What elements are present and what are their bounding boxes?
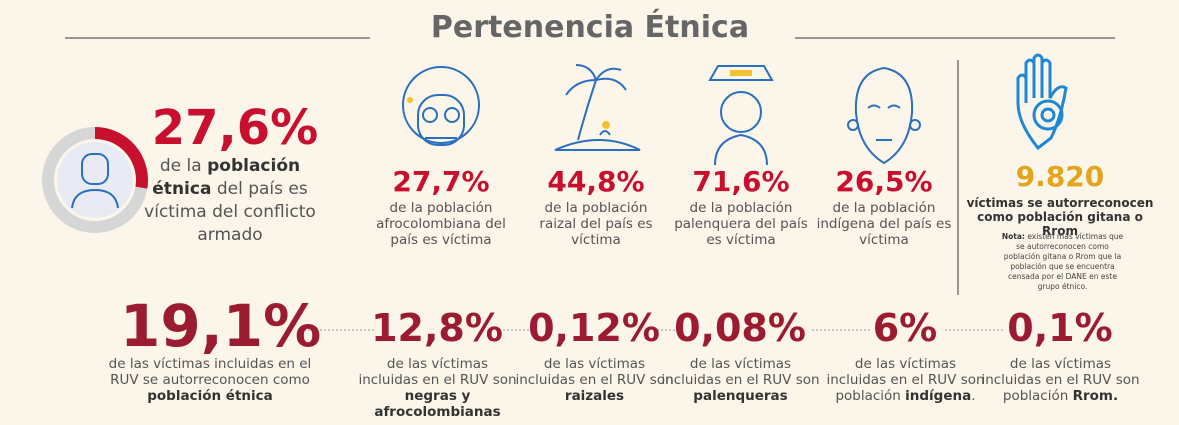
gitana-value: 9.820 <box>990 160 1130 193</box>
summary-text: de la población étnica del país es vícti… <box>140 155 320 247</box>
summary-value: 27,6% <box>150 100 320 156</box>
text-part: indígena <box>905 388 971 404</box>
group-value: 71,6% <box>666 165 816 198</box>
text-part: Rrom. <box>1073 388 1119 404</box>
ruv-value: 12,8% <box>347 306 527 350</box>
ruv-text: de las víctimas incluidas en el RUV son … <box>978 356 1143 404</box>
group-text: de la población afrocolombiana del país … <box>371 200 511 248</box>
ruv-text: de las víctimas incluidas en el RUV son … <box>355 356 520 420</box>
ruv-value: 0,08% <box>650 306 830 350</box>
ruv-text: de las víctimas incluidas en el RUV son … <box>512 356 677 404</box>
group-value: 26,5% <box>809 165 959 198</box>
text-part: palenqueras <box>693 388 787 404</box>
ruv-value: 0,1% <box>970 306 1150 350</box>
group-value: 44,8% <box>521 165 671 198</box>
text-part: de las víctimas incluidas en el RUV son <box>515 356 673 388</box>
ruv-text: de las víctimas incluidas en el RUV son … <box>658 356 823 404</box>
ruv-value: 19,1% <box>120 292 300 360</box>
ruv-text: de las víctimas incluidas en el RUV son … <box>823 356 988 404</box>
text-part: raizales <box>565 388 624 404</box>
note-label: Nota: <box>1002 232 1025 241</box>
infographic: Pertenencia Étnica 27,6% de la población… <box>0 0 1179 425</box>
text-part: . <box>971 388 975 404</box>
title: Pertenencia Étnica <box>390 10 790 45</box>
text-part: población étnica <box>147 388 273 404</box>
group-text: de la población palenquera del país es v… <box>671 200 811 248</box>
text-part: negras y afrocolombianas <box>374 388 500 420</box>
text-part: de la <box>160 156 207 176</box>
gitana-note: Nota: existen más víctimas que se autorr… <box>1000 232 1125 292</box>
group-value: 27,7% <box>366 165 516 198</box>
group-text: de la población indígena del país es víc… <box>814 200 954 248</box>
text-part: de las víctimas incluidas en el RUV son <box>661 356 819 388</box>
ruv-text: de las víctimas incluidas en el RUV se a… <box>105 356 315 404</box>
text-part: de las víctimas incluidas en el RUV son <box>358 356 516 388</box>
ruv-value: 6% <box>815 306 995 350</box>
text-part: de las víctimas incluidas en el RUV se a… <box>109 356 312 388</box>
group-text: de la población raizal del país es vícti… <box>526 200 666 248</box>
